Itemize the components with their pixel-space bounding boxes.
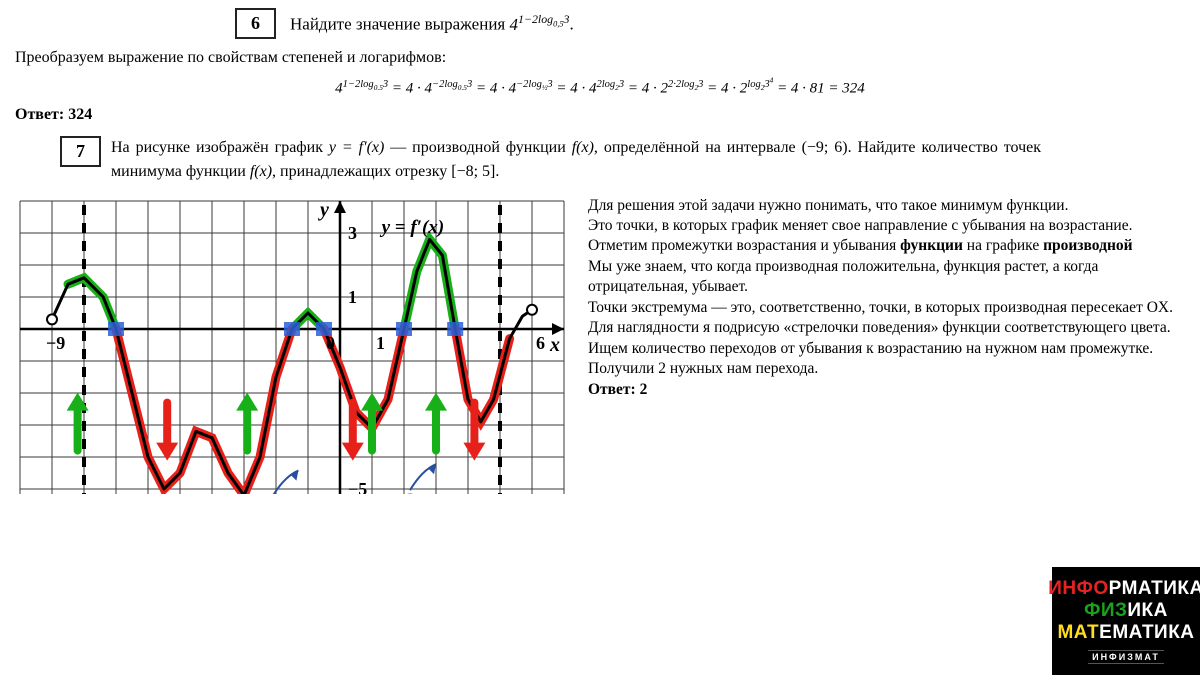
solution-6-equation: 41−2log0.53 = 4 · 4−2log0.53 = 4 · 4−2lo… (15, 75, 1185, 98)
logo-ika: ИКА (1127, 600, 1167, 621)
explain-p5: Точки экстремума — это, соответственно, … (588, 298, 1185, 339)
svg-text:−5: −5 (348, 479, 367, 494)
logo-mat: МАТ (1057, 622, 1099, 643)
svg-text:1: 1 (376, 333, 385, 353)
solution-6-answer: Ответ: 324 (15, 106, 1185, 124)
svg-text:−9: −9 (46, 333, 65, 353)
explanation-block: Для решения этой задачи нужно понимать, … (588, 194, 1185, 401)
problem-6-header: 6 Найдите значение выражения 41−2log0,53… (235, 8, 1185, 39)
logo-ematika: ЕМАТИКА (1099, 622, 1194, 643)
problem-7-header: 7 На рисунке изображён график y = f′(x) … (60, 136, 1185, 184)
problem-7-number: 7 (60, 136, 101, 167)
svg-text:y: y (318, 199, 329, 221)
problem-7-text: На рисунке изображён график y = f′(x) — … (111, 136, 1041, 184)
svg-text:1: 1 (348, 287, 357, 307)
logo-fiz: ФИЗ (1084, 600, 1127, 621)
problem-6-expression: 41−2log0,53 (509, 15, 569, 34)
svg-text:y = f′(x): y = f′(x) (380, 217, 445, 238)
explain-p7: Получили 2 нужных нам перехода. (588, 359, 1185, 379)
explain-p4: Мы уже знаем, что когда производная поло… (588, 257, 1185, 298)
infizmat-logo: ИНФОРМАТИКА ФИЗИКА МАТЕМАТИКА ИНФИЗМАТ (1052, 567, 1200, 675)
logo-rmatika: РМАТИКА (1109, 578, 1200, 599)
logo-sub: ИНФИЗМАТ (1088, 650, 1164, 664)
problem-6-number: 6 (235, 8, 276, 39)
explain-p6: Ищем количество переходов от убывания к … (588, 339, 1185, 359)
svg-text:3: 3 (348, 223, 357, 243)
explain-p3: Отметим промежутки возрастания и убывани… (588, 236, 1185, 256)
svg-text:6: 6 (536, 333, 545, 353)
svg-text:2: 2 (404, 488, 415, 494)
logo-info: ИНФО (1048, 578, 1108, 599)
derivative-graph: −901613−5yxy = f′(x)12 (15, 194, 570, 499)
svg-text:0: 0 (326, 333, 335, 353)
problem-6-text: Найдите значение выражения 41−2log0,53. (290, 12, 574, 35)
explain-answer: Ответ: 2 (588, 380, 1185, 400)
solution-6-intro: Преобразуем выражение по свойствам степе… (15, 49, 1185, 67)
problem-6-prompt: Найдите значение выражения (290, 15, 509, 34)
svg-text:x: x (549, 334, 560, 356)
explain-p2: Это точки, в которых график меняет свое … (588, 216, 1185, 236)
explain-p1: Для решения этой задачи нужно понимать, … (588, 196, 1185, 216)
